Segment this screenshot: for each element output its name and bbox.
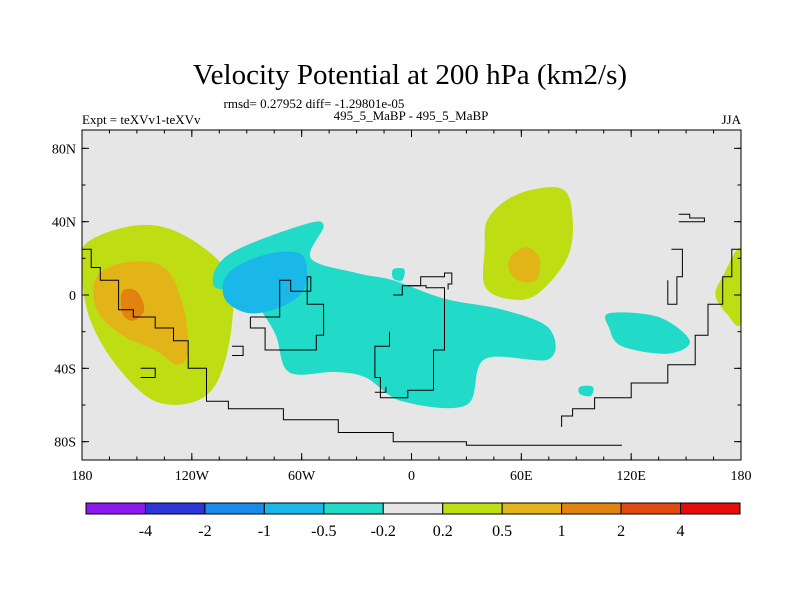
colorbar-swatch	[204, 502, 265, 515]
y-tick-label: 0	[69, 289, 76, 304]
colorbar-label: 0.5	[492, 523, 512, 540]
colorbar-label: -1	[258, 523, 271, 540]
experiment-label: Expt = teXVv1-teXVv	[82, 112, 201, 127]
coastline-5	[678, 213, 705, 223]
negative-anomaly-indian-ocean	[605, 312, 690, 354]
colorbar-label: 1	[558, 523, 566, 540]
x-tick-label: 120W	[175, 469, 210, 484]
negative-anomaly-south-indian-blip	[578, 385, 594, 397]
positive-anomaly-east-pacific-max	[120, 288, 145, 321]
colorbar: -4 -2 -1 -0.5 -0.2 0.2 0.5 1 2 4	[85, 502, 741, 540]
coastline-6	[667, 248, 683, 305]
coastline-4	[407, 272, 453, 290]
colorbar-swatch	[442, 502, 503, 515]
map-plot-area	[81, 129, 742, 461]
y-tick-label: 40S	[54, 362, 76, 377]
colorbar-swatch	[263, 502, 325, 515]
anomaly-regions	[82, 187, 741, 409]
colorbar-swatch	[501, 502, 563, 515]
x-tick-label: 60W	[288, 469, 316, 484]
colorbar-label: -2	[198, 523, 211, 540]
coastlines	[82, 213, 741, 446]
y-tick-label: 40N	[52, 216, 76, 231]
colorbar-label: -4	[139, 523, 152, 540]
y-tick-label: 80N	[52, 142, 76, 157]
coastline-9	[232, 345, 244, 356]
coastline-1	[82, 248, 622, 446]
colorbar-swatch	[144, 502, 206, 515]
coastline-3	[374, 285, 445, 399]
coastline-2	[249, 276, 325, 351]
colorbar-label: -0.2	[371, 523, 396, 540]
comparison-label: 495_5_MaBP - 495_5_MaBP	[334, 108, 489, 123]
colorbar-swatch	[85, 502, 146, 515]
x-tick-label: 60E	[510, 469, 533, 484]
season-label: JJA	[721, 112, 741, 127]
positive-anomaly-asia	[482, 187, 573, 300]
colorbar-swatch	[382, 502, 444, 515]
colorbar-label: -0.5	[311, 523, 336, 540]
negative-anomaly-south-america-core	[222, 251, 308, 314]
stats-label: rmsd= 0.27952 diff= -1.29801e-05	[224, 96, 405, 111]
positive-anomaly-dateline	[715, 247, 741, 327]
y-axis: 80N 40N 0 40S 80S	[52, 142, 741, 451]
colorbar-swatch	[323, 502, 384, 515]
x-tick-label: 120E	[616, 469, 646, 484]
coastline-8	[140, 367, 156, 378]
x-tick-label: 180	[72, 469, 93, 484]
x-tick-label: 180	[731, 469, 752, 484]
colorbar-swatch	[561, 502, 622, 515]
coastline-10	[374, 386, 387, 393]
colorbar-swatch	[680, 502, 741, 515]
x-tick-label: 0	[408, 469, 415, 484]
coastline-7	[561, 248, 741, 427]
colorbar-label: 4	[677, 523, 685, 540]
positive-anomaly-asia-core	[508, 247, 541, 283]
negative-anomaly-arabian-sea	[391, 268, 405, 281]
y-tick-label: 80S	[54, 436, 76, 451]
chart-title: Velocity Potential at 200 hPa (km2/s)	[193, 59, 627, 91]
colorbar-label: 2	[617, 523, 625, 540]
colorbar-label: 0.2	[433, 523, 453, 540]
colorbar-swatch	[620, 502, 682, 515]
x-axis: 180 120W 60W 0 60E 120E 180	[72, 130, 752, 484]
